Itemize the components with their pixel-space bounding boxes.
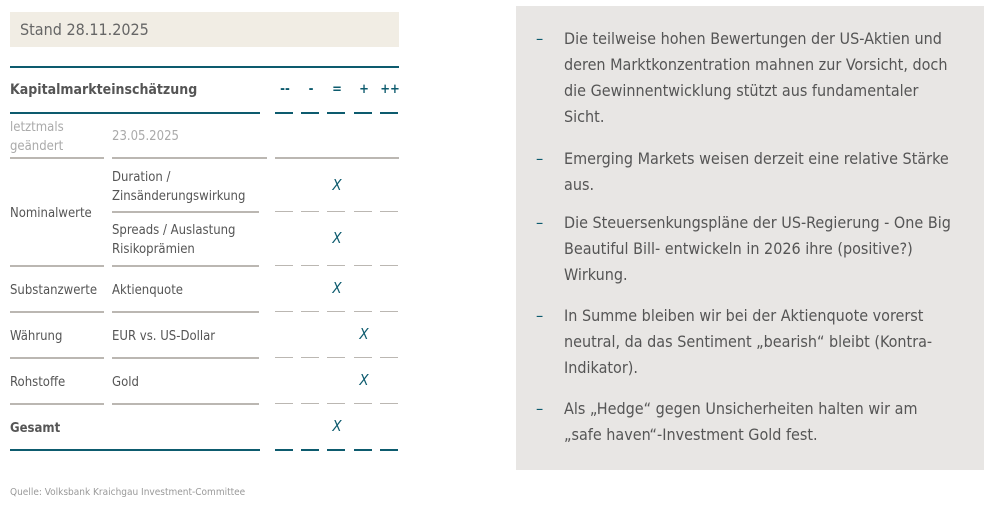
bullet-item: – Als „Hedge“ gegen Unsicherheiten halten…	[536, 396, 956, 448]
scale-header: -	[308, 82, 314, 97]
item-spreads: Spreads / Auslastung Risikoprämien	[112, 223, 236, 257]
scale-underline	[275, 112, 293, 114]
item-eur-usd: EUR vs. US-Dollar	[112, 329, 216, 344]
assessment-mark: X	[359, 371, 369, 389]
scale-underline	[301, 112, 319, 114]
item-gold: Gold	[112, 375, 139, 390]
bullet-item: – Die Steuersenkungspläne der US-Regierun…	[536, 210, 956, 288]
scale-underline	[354, 112, 372, 114]
assessment-mark: X	[332, 417, 342, 435]
title-underline	[10, 112, 260, 114]
scale-underline	[380, 112, 398, 114]
bullet-dash: –	[536, 149, 544, 168]
table-title: Kapitalmarkteinschätzung	[10, 82, 198, 98]
bullet-text: Emerging Markets weisen derzeit eine rel…	[564, 149, 949, 194]
table-top-rule	[10, 66, 399, 68]
scale-header: --	[280, 82, 290, 97]
bullet-text: In Summe bleiben wir bei der Aktienquote…	[564, 306, 933, 377]
stand-date: Stand 28.11.2025	[10, 12, 399, 47]
bullet-dash: –	[536, 306, 544, 325]
last-changed-value: 23.05.2025	[112, 129, 179, 144]
item-duration: Duration / Zinsänderungswirkung	[112, 170, 246, 204]
bullet-dash: –	[536, 29, 544, 48]
category-gesamt: Gesamt	[10, 421, 61, 436]
commentary-panel: – Die teilweise hohen Bewertungen der US-…	[516, 6, 984, 470]
category-substanzwerte: Substanzwerte	[10, 283, 98, 298]
bullet-item: – Emerging Markets weisen derzeit eine re…	[536, 146, 956, 198]
scale-underline	[327, 112, 345, 114]
bullet-text: Als „Hedge“ gegen Unsicherheiten halten …	[564, 399, 918, 444]
assessment-mark: X	[332, 229, 342, 247]
last-changed-label: letztmals geändert	[10, 120, 64, 154]
assessment-mark: X	[332, 176, 342, 194]
bullet-dash: –	[536, 399, 544, 418]
item-aktienquote: Aktienquote	[112, 283, 183, 298]
bullet-item: – In Summe bleiben wir bei der Aktienquot…	[536, 303, 956, 381]
scale-header: ++	[380, 82, 400, 97]
bullet-item: – Die teilweise hohen Bewertungen der US-…	[536, 26, 956, 130]
assessment-mark: X	[332, 279, 342, 297]
bullet-text: Die teilweise hohen Bewertungen der US-A…	[564, 29, 948, 126]
bullet-text: Die Steuersenkungspläne der US-Regierung…	[564, 213, 951, 284]
source-note: Quelle: Volksbank Kraichgau Investment-C…	[10, 487, 246, 498]
category-nominalwerte: Nominalwerte	[10, 206, 92, 221]
category-waehrung: Währung	[10, 329, 63, 344]
scale-header: +	[359, 82, 369, 97]
scale-header: =	[332, 82, 342, 97]
assessment-mark: X	[359, 325, 369, 343]
category-rohstoffe: Rohstoffe	[10, 375, 66, 390]
bullet-dash: –	[536, 213, 544, 232]
